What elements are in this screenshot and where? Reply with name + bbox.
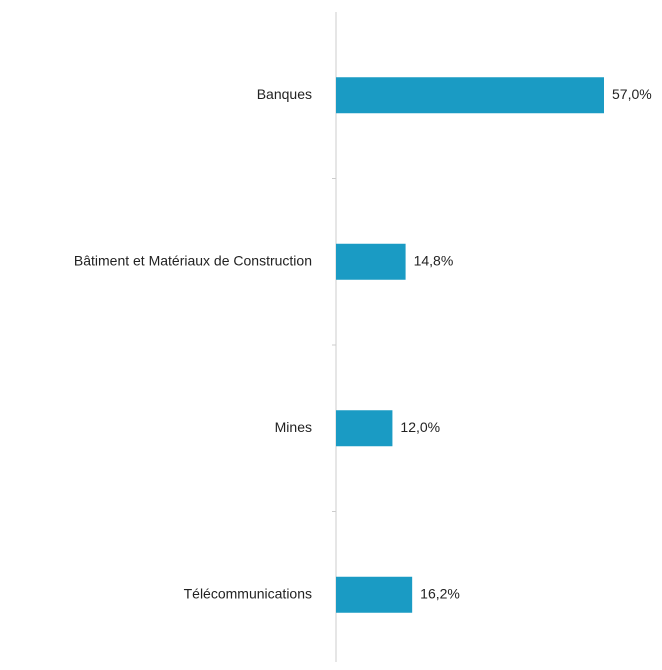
category-label: Mines <box>275 419 312 435</box>
bars-group <box>336 77 604 613</box>
category-labels: Banques Bâtiment et Matériaux de Construc… <box>74 86 312 602</box>
data-label: 16,2% <box>420 585 460 601</box>
bar <box>336 410 393 447</box>
bar <box>336 243 406 280</box>
data-label: 12,0% <box>400 419 440 435</box>
data-label: 57,0% <box>612 86 652 102</box>
data-label: 14,8% <box>414 252 454 268</box>
bar <box>336 576 413 613</box>
category-label: Télécommunications <box>184 585 312 601</box>
value-labels: 57,0% 14,8% 12,0% 16,2% <box>400 86 651 602</box>
category-label: Bâtiment et Matériaux de Construction <box>74 252 312 268</box>
category-axis-ticks <box>332 178 336 512</box>
category-label: Banques <box>257 86 312 102</box>
bar <box>336 77 604 114</box>
